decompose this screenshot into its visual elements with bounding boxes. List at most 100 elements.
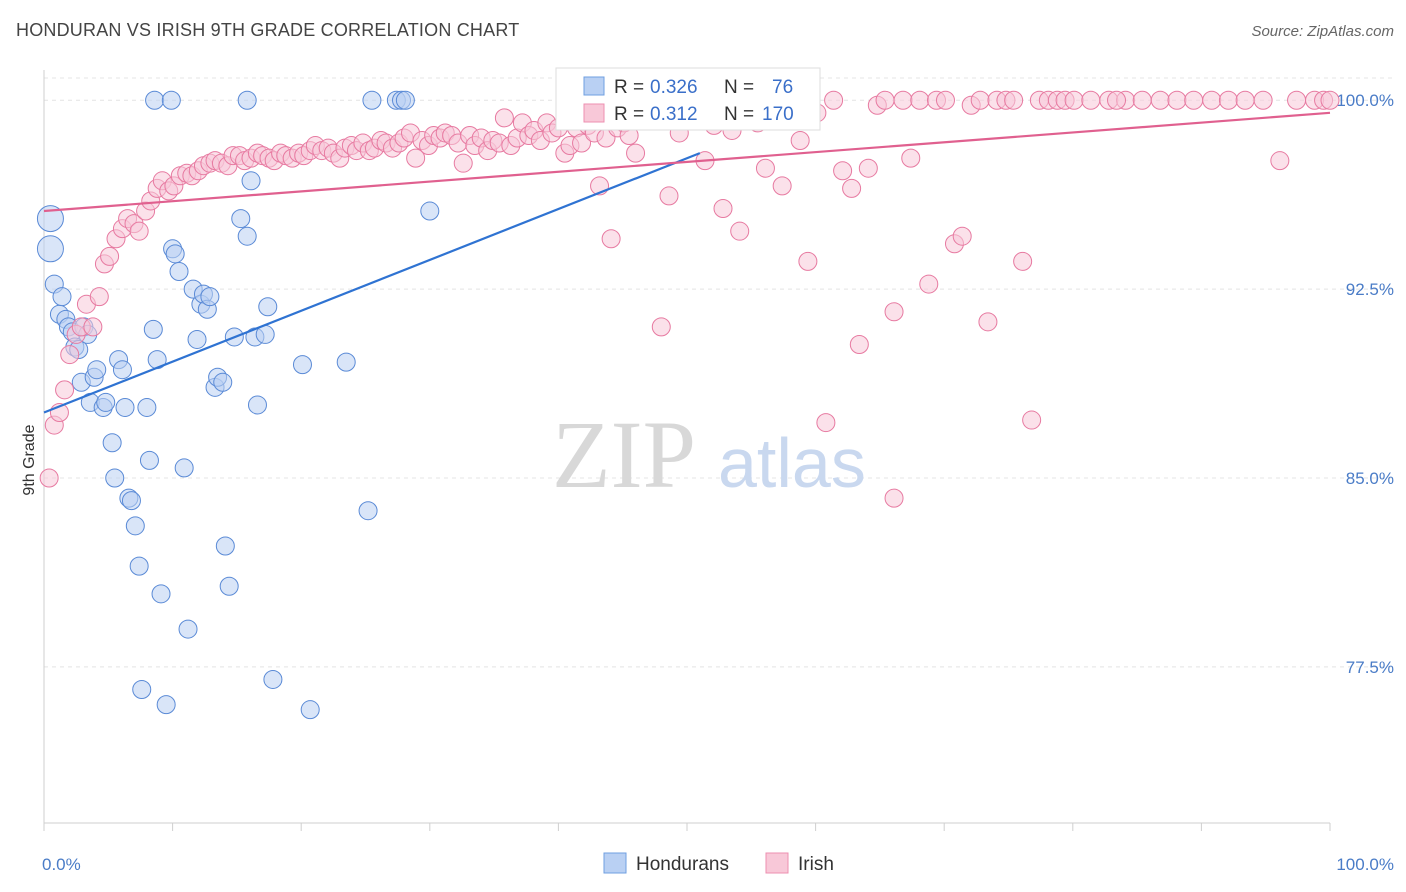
honduran-point xyxy=(292,355,312,375)
trend-lines xyxy=(43,111,1331,414)
y-tick-label: 77.5% xyxy=(1346,658,1394,677)
y-tick-label: 100.0% xyxy=(1336,91,1394,110)
irish-point xyxy=(1150,90,1170,110)
irish-point xyxy=(601,229,621,249)
irish-point xyxy=(910,90,930,110)
irish-point xyxy=(970,90,990,110)
honduran-point xyxy=(395,90,415,110)
honduran-point xyxy=(112,360,132,380)
honduran-point xyxy=(187,329,207,349)
watermark-atlas: atlas xyxy=(718,424,866,502)
honduran-point xyxy=(362,90,382,110)
irish-point xyxy=(935,90,955,110)
irish-point xyxy=(858,158,878,178)
irish-point xyxy=(494,108,514,128)
honduran-point xyxy=(87,360,107,380)
irish-point xyxy=(1081,90,1101,110)
stats-legend: R = 0.326 N = 76 R = 0.312 N = 170 xyxy=(555,67,821,131)
y-axis-label: 9th Grade xyxy=(21,424,38,495)
honduran-point xyxy=(336,352,356,372)
honduran-point xyxy=(263,669,283,689)
irish-point xyxy=(816,413,836,433)
irish-point xyxy=(129,221,149,241)
legend-irish-swatch xyxy=(765,852,789,874)
honduran-point xyxy=(161,90,181,110)
irish-trend-line xyxy=(43,111,1331,213)
irish-point xyxy=(1253,90,1273,110)
honduran-point xyxy=(420,201,440,221)
hondurans-n-value: 76 xyxy=(772,77,793,98)
irish-point xyxy=(1202,90,1222,110)
irish-point xyxy=(55,380,75,400)
watermark-zip: ZIP xyxy=(552,401,696,508)
honduran-point xyxy=(213,372,233,392)
irish-point xyxy=(884,488,904,508)
legend-hondurans-label: Hondurans xyxy=(636,854,729,875)
irish-point xyxy=(659,186,679,206)
honduran-point xyxy=(178,619,198,639)
irish-point xyxy=(1270,151,1290,171)
legend-irish-label: Irish xyxy=(798,854,834,875)
irish-point xyxy=(626,143,646,163)
honduran-point xyxy=(247,395,267,415)
irish-point xyxy=(1013,251,1033,271)
honduran-point xyxy=(137,397,157,417)
honduran-point xyxy=(241,171,261,191)
honduran-point xyxy=(129,556,149,576)
irish-point xyxy=(1167,90,1187,110)
irish-point xyxy=(83,317,103,337)
irish-point xyxy=(849,335,869,355)
irish-n-value: 170 xyxy=(762,104,794,125)
irish-point xyxy=(833,161,853,181)
irish-point xyxy=(1004,90,1024,110)
irish-point xyxy=(1107,90,1127,110)
irish-point xyxy=(1184,90,1204,110)
honduran-point xyxy=(105,468,125,488)
irish-points xyxy=(39,90,1340,508)
irish-point xyxy=(842,178,862,198)
irish-point xyxy=(772,176,792,196)
honduran-point xyxy=(36,205,64,233)
irish-point xyxy=(919,274,939,294)
irish-point xyxy=(884,302,904,322)
honduran-point xyxy=(145,90,165,110)
irish-point xyxy=(893,90,913,110)
irish-n-label: N = xyxy=(724,104,754,125)
irish-point xyxy=(901,148,921,168)
honduran-point xyxy=(200,287,220,307)
honduran-point xyxy=(258,297,278,317)
irish-point xyxy=(1320,90,1340,110)
y-tick-label: 92.5% xyxy=(1346,280,1394,299)
irish-swatch xyxy=(583,103,605,123)
irish-point xyxy=(1064,90,1084,110)
honduran-point xyxy=(132,680,152,700)
irish-point xyxy=(60,345,80,365)
irish-point xyxy=(572,133,592,153)
hondurans-r-label: R = xyxy=(614,77,644,98)
irish-r-label: R = xyxy=(614,104,644,125)
irish-point xyxy=(453,153,473,173)
irish-point xyxy=(1132,90,1152,110)
hondurans-r-value: 0.326 xyxy=(650,77,698,98)
hondurans-swatch xyxy=(583,76,605,96)
irish-point xyxy=(798,251,818,271)
irish-point xyxy=(952,226,972,246)
honduran-point xyxy=(125,516,145,536)
legend-hondurans-swatch xyxy=(603,852,627,874)
irish-point xyxy=(875,90,895,110)
x-tick-label: 100.0% xyxy=(1336,855,1394,874)
source-credit: Source: ZipAtlas.com xyxy=(1251,23,1394,40)
honduran-point xyxy=(169,261,189,281)
irish-point xyxy=(651,317,671,337)
honduran-point xyxy=(300,700,320,720)
irish-point xyxy=(824,90,844,110)
irish-point xyxy=(1235,90,1255,110)
honduran-point xyxy=(219,576,239,596)
honduran-point xyxy=(143,319,163,339)
honduran-point xyxy=(115,397,135,417)
series-legend: Hondurans Irish xyxy=(603,852,834,875)
honduran-point xyxy=(215,536,235,556)
honduran-point xyxy=(102,433,122,453)
honduran-point xyxy=(52,287,72,307)
